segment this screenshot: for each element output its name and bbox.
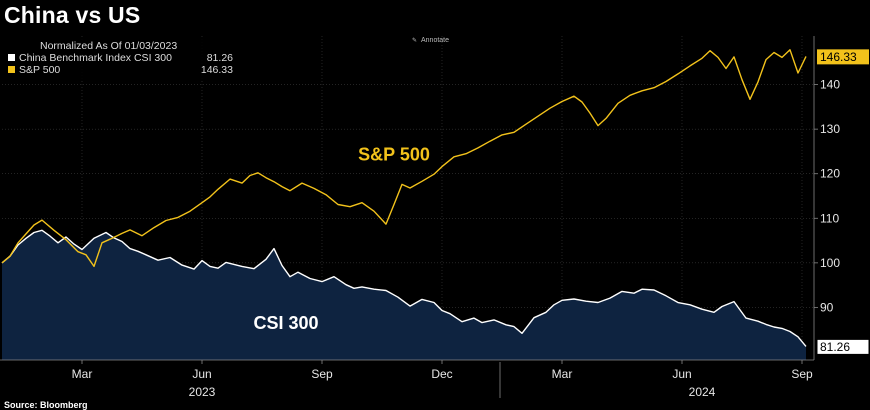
series-annotation: S&P 500 [358, 144, 430, 164]
y-tick-label: 140 [820, 78, 840, 92]
last-value-label: 81.26 [820, 340, 850, 354]
series-line-0 [1, 229, 807, 347]
x-tick-label: Sep [791, 367, 813, 381]
x-tick-label: Sep [311, 367, 333, 381]
series-annotation: CSI 300 [253, 313, 318, 333]
legend-swatch [8, 66, 15, 73]
y-tick-label: 130 [820, 122, 840, 136]
y-tick-label: 110 [820, 211, 839, 225]
y-tick-label: 90 [820, 300, 834, 314]
x-axis: Mar Jun Sep Dec Mar Jun Sep 2023 2024 [0, 359, 814, 399]
series-annotations: S&P 500 CSI 300 [253, 144, 429, 332]
year-label: 2024 [689, 385, 716, 399]
legend-entry-name: S&P 500 [19, 64, 60, 76]
last-value-box [816, 338, 870, 355]
last-value-tag-1: 146.33 [817, 49, 869, 65]
year-label: 2023 [189, 385, 216, 399]
legend-swatch [8, 54, 15, 61]
legend-box [4, 37, 236, 79]
legend-entry-value: 81.26 [207, 52, 233, 64]
area-fills [2, 230, 806, 360]
last-value-tag-0: 81.26 [816, 338, 870, 355]
annotate-label: Annotate [421, 37, 449, 44]
series-area-0 [2, 230, 806, 360]
chart-title: China vs US [4, 2, 141, 28]
x-tick-label: Mar [72, 367, 93, 381]
y-tick-label: 120 [820, 167, 840, 181]
x-tick-label: Jun [672, 367, 691, 381]
legend-header: Normalized As Of 01/03/2023 [40, 40, 177, 52]
x-tick-label: Dec [431, 367, 452, 381]
y-axis: 90 100 110 120 130 140 81.26 146.33 [813, 36, 870, 360]
annotate-button[interactable]: ✎ Annotate [412, 37, 449, 44]
legend-entry-value: 146.33 [201, 64, 233, 76]
x-tick-label: Mar [552, 367, 573, 381]
source-note: Source: Bloomberg [4, 400, 88, 410]
series-lines [1, 49, 807, 347]
last-value-label: 146.33 [820, 50, 857, 64]
last-value-box [817, 49, 869, 65]
pencil-icon: ✎ [412, 37, 417, 44]
x-tick-label: Jun [192, 367, 211, 381]
gridlines [2, 36, 814, 360]
series-line-1 [1, 49, 807, 268]
y-tick-label: 100 [820, 256, 840, 270]
legend-entry-name: China Benchmark Index CSI 300 [19, 52, 172, 64]
